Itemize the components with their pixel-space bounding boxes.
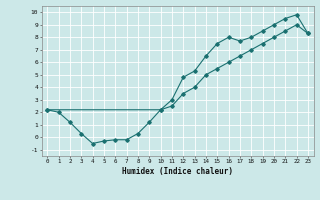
X-axis label: Humidex (Indice chaleur): Humidex (Indice chaleur) <box>122 167 233 176</box>
